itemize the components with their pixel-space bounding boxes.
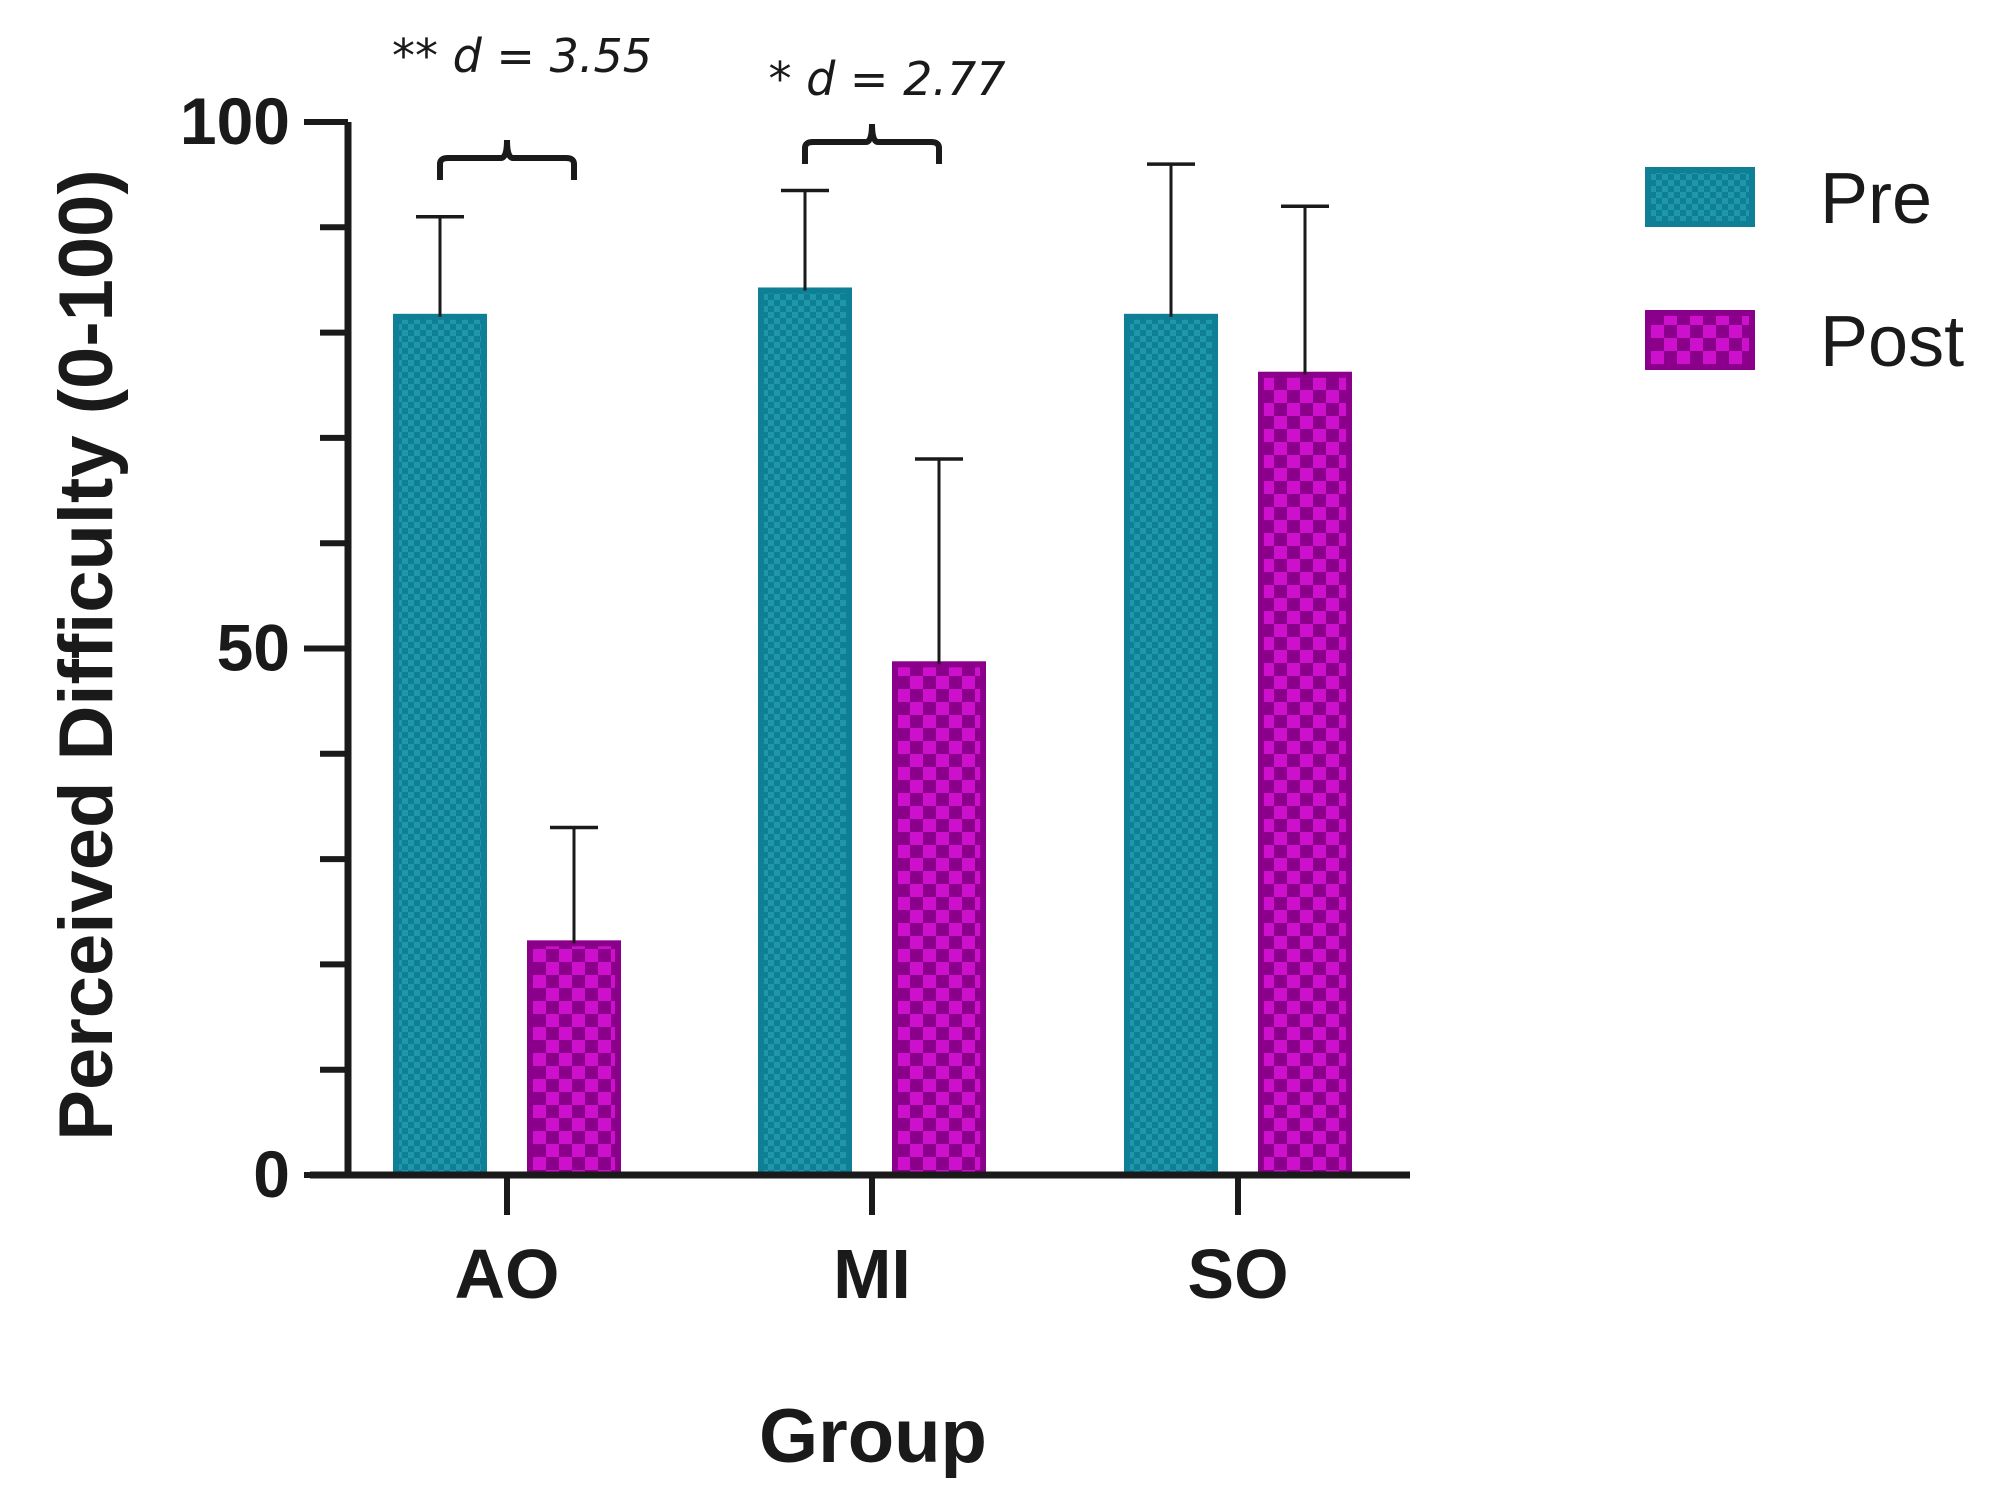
legend: Pre Post [1645, 159, 1964, 382]
bar-pre-mi [758, 287, 852, 1179]
legend-label-pre: Pre [1820, 159, 1932, 239]
bar-post-ao [527, 940, 621, 1179]
bar-pre-so [1124, 313, 1218, 1178]
x-tick-label-so: SO [1187, 1235, 1288, 1313]
y-tick-label: 100 [180, 84, 290, 158]
y-tick-label: 0 [253, 1137, 290, 1211]
y-axis-title: Perceived Difficulty (0-100) [44, 169, 129, 1141]
y-tick-label: 50 [217, 611, 290, 685]
bars-layer [393, 287, 1352, 1179]
bar-pre-ao [393, 313, 487, 1178]
significance-label-ao: ** d = 3.55 [392, 29, 652, 83]
annotations-layer: ** d = 3.55 * d = 2.77 [392, 29, 1006, 180]
significance-bracket-mi [802, 123, 942, 164]
legend-label-post: Post [1820, 302, 1964, 382]
x-tick-label-mi: MI [833, 1235, 911, 1313]
x-tick-label-ao: AO [455, 1235, 560, 1313]
axes-layer: 0 50 100 AO MI SO [180, 84, 1410, 1313]
bar-post-so [1258, 371, 1352, 1179]
legend-swatch-post [1645, 310, 1755, 370]
x-axis-title: Group [759, 1394, 987, 1479]
legend-swatch-pre [1645, 167, 1755, 227]
significance-label-mi: * d = 2.77 [768, 52, 1005, 106]
error-bars-layer [416, 162, 1329, 944]
significance-bracket-ao [437, 139, 577, 180]
bar-post-mi [892, 661, 986, 1178]
